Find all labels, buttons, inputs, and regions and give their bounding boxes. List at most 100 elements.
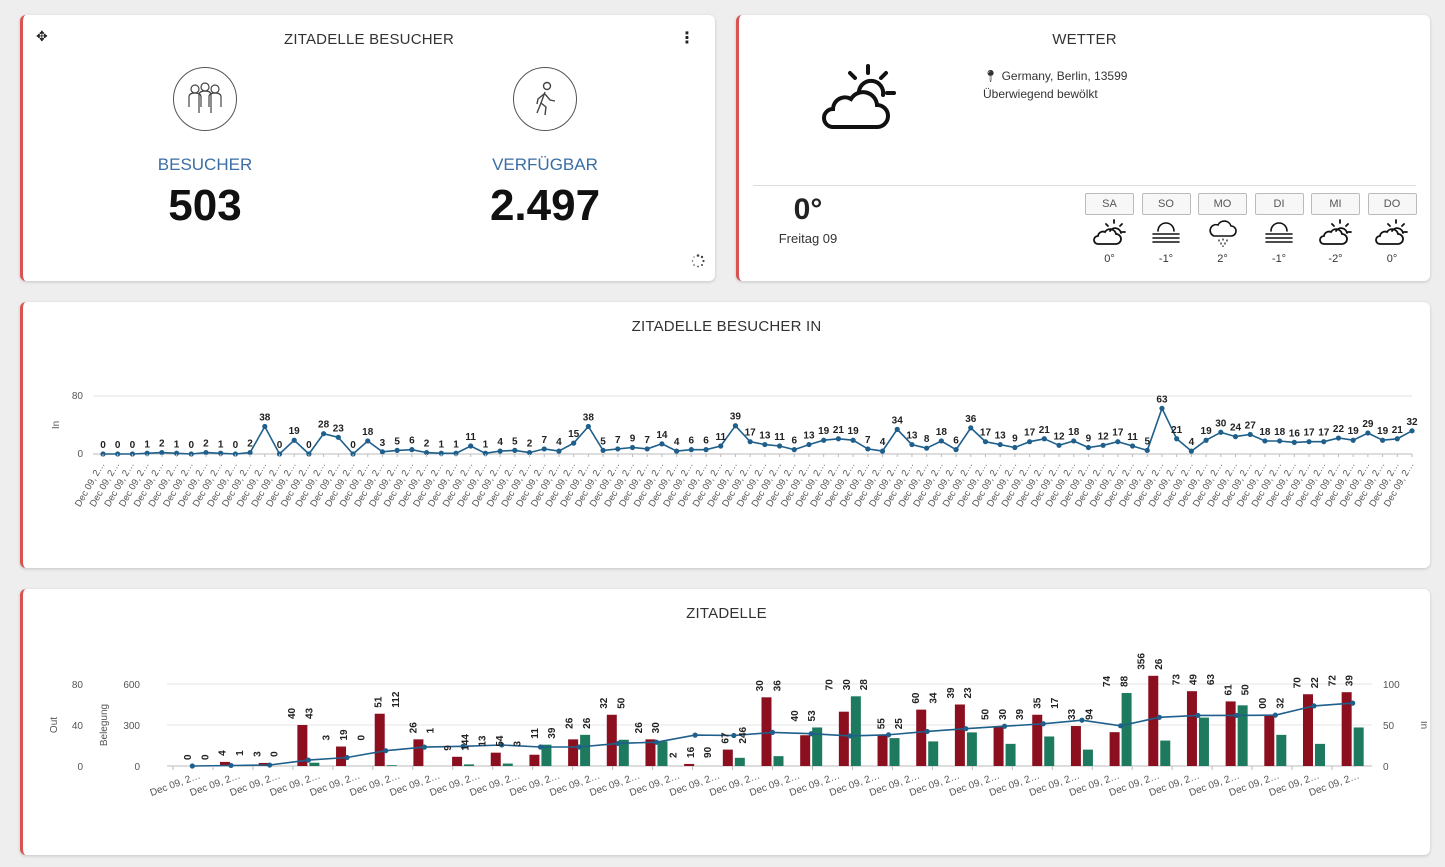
data-point[interactable] xyxy=(821,437,827,443)
data-point[interactable] xyxy=(379,449,386,455)
bar-out[interactable] xyxy=(1032,714,1043,766)
bar-in[interactable] xyxy=(734,757,745,766)
bar-in[interactable] xyxy=(502,763,513,766)
belegung-point[interactable] xyxy=(615,740,621,747)
bar-in[interactable] xyxy=(618,739,629,766)
belegung-point[interactable] xyxy=(1040,721,1046,727)
data-point[interactable] xyxy=(968,425,974,431)
data-point[interactable] xyxy=(262,423,268,430)
data-point[interactable] xyxy=(732,423,739,429)
data-point[interactable] xyxy=(615,446,621,452)
bar-out[interactable] xyxy=(722,749,733,766)
belegung-point[interactable] xyxy=(1117,723,1124,729)
data-point[interactable] xyxy=(894,426,900,432)
belegung-point[interactable] xyxy=(847,733,853,739)
belegung-point[interactable] xyxy=(653,739,660,745)
data-point[interactable] xyxy=(144,450,150,456)
bar-out[interactable] xyxy=(1186,691,1197,766)
bar-in[interactable] xyxy=(812,727,823,766)
bar-out[interactable] xyxy=(838,711,849,766)
belegung-point[interactable] xyxy=(228,762,234,769)
data-point[interactable] xyxy=(115,451,121,457)
forecast-day-label[interactable]: MI xyxy=(1311,193,1360,215)
belegung-point[interactable] xyxy=(344,754,350,761)
belegung-point[interactable] xyxy=(305,757,311,763)
data-point[interactable] xyxy=(526,449,533,456)
belegung-point[interactable] xyxy=(383,748,389,754)
bar-in[interactable] xyxy=(386,765,397,766)
bar-in[interactable] xyxy=(309,762,320,766)
data-point[interactable] xyxy=(1174,436,1180,442)
bar-in[interactable] xyxy=(541,744,552,766)
belegung-point[interactable] xyxy=(460,743,466,749)
bar-out[interactable] xyxy=(1109,732,1120,766)
bar-in[interactable] xyxy=(1314,743,1325,766)
bar-in[interactable] xyxy=(928,741,939,766)
data-point[interactable] xyxy=(409,447,415,453)
belegung-point[interactable] xyxy=(1311,703,1317,709)
data-point[interactable] xyxy=(850,437,856,443)
bar-out[interactable] xyxy=(1070,726,1081,766)
data-point[interactable] xyxy=(218,450,224,456)
bar-out[interactable] xyxy=(877,735,888,766)
data-point[interactable] xyxy=(1203,437,1209,443)
data-point[interactable] xyxy=(1379,437,1386,443)
bar-out[interactable] xyxy=(916,709,927,766)
data-point[interactable] xyxy=(865,446,871,452)
bar-out[interactable] xyxy=(954,704,965,767)
belegung-point[interactable] xyxy=(1001,723,1008,729)
data-point[interactable] xyxy=(1247,431,1253,438)
forecast-day-label[interactable]: SO xyxy=(1141,193,1191,215)
data-point[interactable] xyxy=(129,451,136,457)
data-point[interactable] xyxy=(1159,405,1165,411)
data-point[interactable] xyxy=(835,436,841,442)
data-point[interactable] xyxy=(600,447,606,453)
bar-out[interactable] xyxy=(800,735,811,766)
data-point[interactable] xyxy=(806,441,812,448)
data-point[interactable] xyxy=(232,451,238,457)
data-point[interactable] xyxy=(1306,439,1312,445)
bar-out[interactable] xyxy=(568,739,579,766)
bar-out[interactable] xyxy=(452,756,463,766)
data-point[interactable] xyxy=(571,440,577,446)
belegung-point[interactable] xyxy=(1350,700,1356,706)
data-point[interactable] xyxy=(938,438,944,444)
data-point[interactable] xyxy=(512,447,518,453)
data-point[interactable] xyxy=(1188,448,1194,454)
data-point[interactable] xyxy=(1041,436,1047,442)
data-point[interactable] xyxy=(1365,430,1371,436)
data-point[interactable] xyxy=(173,450,180,456)
forecast-day-label[interactable]: DO xyxy=(1367,193,1417,215)
bar-out[interactable] xyxy=(374,713,385,766)
bar-out[interactable] xyxy=(1302,694,1313,766)
data-point[interactable] xyxy=(644,446,650,452)
data-point[interactable] xyxy=(879,448,886,454)
data-point[interactable] xyxy=(924,445,930,451)
bar-in[interactable] xyxy=(889,738,900,766)
data-point[interactable] xyxy=(762,441,768,448)
belegung-point[interactable] xyxy=(963,726,969,732)
bar-out[interactable] xyxy=(1341,692,1352,766)
bar-in[interactable] xyxy=(773,756,784,766)
bar-out[interactable] xyxy=(529,754,540,766)
data-point[interactable] xyxy=(1232,434,1239,440)
data-point[interactable] xyxy=(482,450,489,456)
data-point[interactable] xyxy=(1277,438,1283,444)
bar-out[interactable] xyxy=(336,746,347,766)
data-point[interactable] xyxy=(438,450,444,456)
data-point[interactable] xyxy=(1409,428,1415,434)
belegung-point[interactable] xyxy=(808,731,814,737)
bar-in[interactable] xyxy=(850,696,861,766)
belegung-point[interactable] xyxy=(421,744,428,750)
data-point[interactable] xyxy=(541,446,547,452)
forecast-day-label[interactable]: SA xyxy=(1085,193,1134,215)
bar-in[interactable] xyxy=(1276,734,1287,766)
data-point[interactable] xyxy=(468,443,474,449)
data-point[interactable] xyxy=(159,449,165,456)
data-point[interactable] xyxy=(629,444,636,451)
data-point[interactable] xyxy=(1350,437,1356,443)
data-point[interactable] xyxy=(321,431,327,437)
bar-in[interactable] xyxy=(464,764,475,766)
data-point[interactable] xyxy=(776,443,783,449)
data-point[interactable] xyxy=(703,447,709,453)
